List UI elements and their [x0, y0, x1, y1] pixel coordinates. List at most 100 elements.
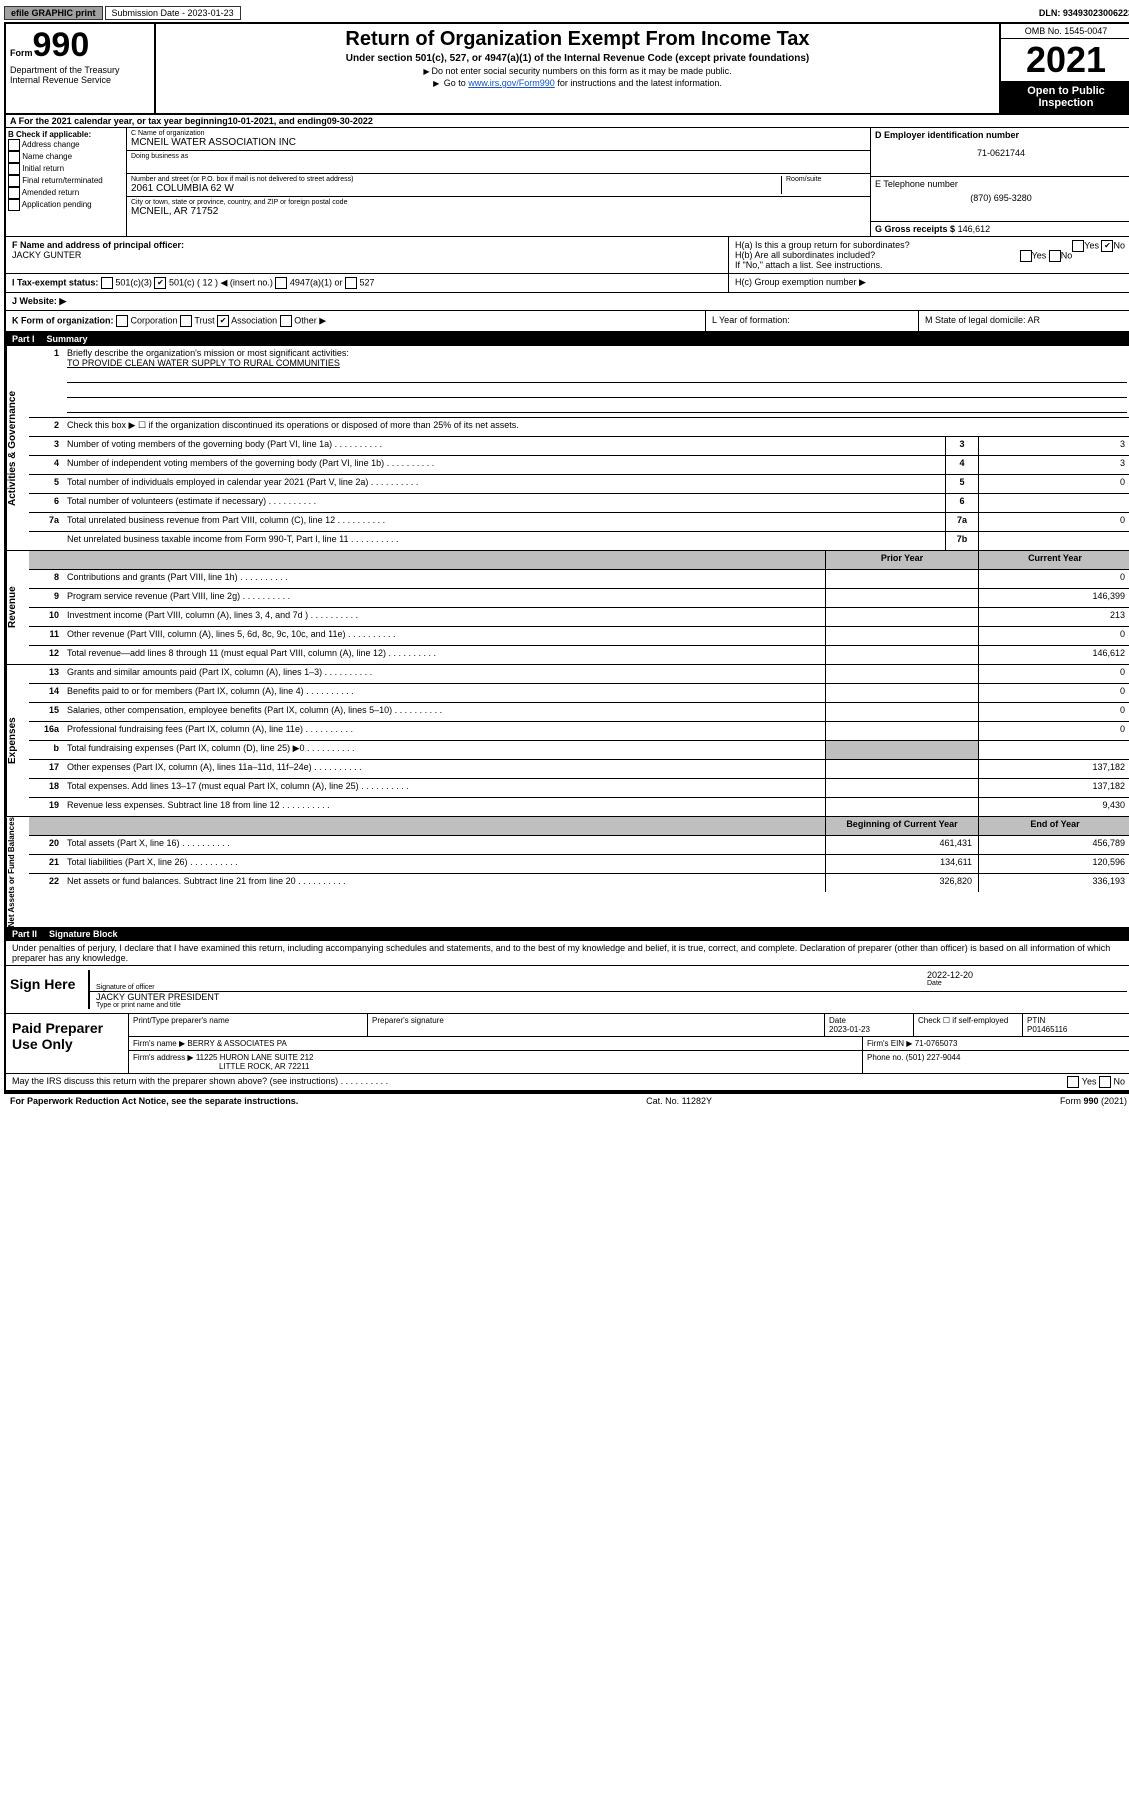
top-bar: efile GRAPHIC print Submission Date - 20…: [4, 4, 1129, 22]
ha-label: H(a) Is this a group return for subordin…: [735, 240, 910, 250]
vert-governance: Activities & Governance: [6, 346, 29, 550]
table-row: 19Revenue less expenses. Subtract line 1…: [29, 798, 1129, 816]
ptin-value: P01465116: [1027, 1025, 1067, 1034]
hc-label: H(c) Group exemption number ▶: [729, 274, 1129, 292]
firm-name: BERRY & ASSOCIATES PA: [187, 1039, 286, 1048]
form-org-label: K Form of organization:: [12, 315, 114, 325]
discuss-question: May the IRS discuss this return with the…: [12, 1076, 388, 1088]
vert-expenses: Expenses: [6, 665, 29, 816]
checkbox-initial-return[interactable]: [8, 163, 20, 175]
trust-checkbox[interactable]: [180, 315, 192, 327]
officer-typed-name: JACKY GUNTER PRESIDENT: [96, 992, 1127, 1002]
vert-net: Net Assets or Fund Balances: [6, 817, 29, 927]
sig-date: 2022-12-20: [927, 970, 1127, 980]
table-row: 20Total assets (Part X, line 16)461,4314…: [29, 836, 1129, 855]
section-b-row: B Check if applicable: Address change Na…: [6, 128, 1129, 236]
treasury-dept: Department of the Treasury: [10, 65, 150, 75]
part1-header: Part I Summary: [6, 332, 1129, 346]
irs-label: Internal Revenue Service: [10, 75, 150, 85]
address-label: Number and street (or P.O. box if mail i…: [131, 176, 781, 183]
table-row: 4Number of independent voting members of…: [29, 456, 1129, 475]
checkbox-address-change[interactable]: [8, 139, 20, 151]
tax-year-end: 09-30-2022: [327, 116, 373, 126]
hb-label: H(b) Are all subordinates included?: [735, 250, 875, 260]
begin-year-header: Beginning of Current Year: [825, 817, 978, 835]
table-row: 21Total liabilities (Part X, line 26)134…: [29, 855, 1129, 874]
efile-button[interactable]: efile GRAPHIC print: [4, 6, 103, 20]
form-subtitle: Under section 501(c), 527, or 4947(a)(1)…: [162, 53, 993, 64]
prep-date: 2023-01-23: [829, 1025, 870, 1034]
form-title: Return of Organization Exempt From Incom…: [162, 28, 993, 51]
address-value: 2061 COLUMBIA 62 W: [131, 183, 781, 194]
submission-date: Submission Date - 2023-01-23: [105, 6, 241, 20]
table-row: 13Grants and similar amounts paid (Part …: [29, 665, 1129, 684]
firm-phone: (501) 227-9044: [906, 1053, 961, 1062]
instructions-link-line: Go to www.irs.gov/Form990 for instructio…: [162, 78, 993, 88]
cat-number: Cat. No. 11282Y: [646, 1096, 712, 1106]
dba-label: Doing business as: [131, 153, 866, 160]
4947-checkbox[interactable]: [275, 277, 287, 289]
open-public-badge: Open to Public Inspection: [1001, 81, 1129, 113]
phone-label: E Telephone number: [875, 179, 1127, 189]
website-row: J Website: ▶: [6, 293, 1129, 311]
tax-year-begin: 10-01-2021: [228, 116, 274, 126]
q2-checkbox-line: Check this box ▶ ☐ if the organization d…: [63, 418, 1129, 436]
ssn-notice: Do not enter social security numbers on …: [162, 66, 993, 76]
form-frame: Form990 Department of the Treasury Inter…: [4, 22, 1129, 1094]
checkbox-final-return[interactable]: [8, 175, 20, 187]
501c-checkbox[interactable]: [154, 277, 166, 289]
table-row: 22Net assets or fund balances. Subtract …: [29, 874, 1129, 892]
vert-revenue: Revenue: [6, 551, 29, 664]
table-row: 18Total expenses. Add lines 13–17 (must …: [29, 779, 1129, 798]
assoc-checkbox[interactable]: [217, 315, 229, 327]
table-row: 15Salaries, other compensation, employee…: [29, 703, 1129, 722]
table-row: 8Contributions and grants (Part VIII, li…: [29, 570, 1129, 589]
table-row: 3Number of voting members of the governi…: [29, 437, 1129, 456]
hb-no-checkbox[interactable]: [1049, 250, 1061, 262]
officer-label: F Name and address of principal officer:: [12, 240, 722, 250]
org-name: MCNEIL WATER ASSOCIATION INC: [131, 137, 866, 148]
sign-here-label: Sign Here: [6, 966, 84, 1013]
ein-value: 71-0621744: [875, 148, 1127, 158]
self-employed-check[interactable]: Check ☐ if self-employed: [914, 1014, 1023, 1036]
omb-number: OMB No. 1545-0047: [1001, 24, 1129, 39]
dln-label: DLN: 93493023006223: [1039, 8, 1129, 18]
checkbox-name-change[interactable]: [8, 151, 20, 163]
table-row: 10Investment income (Part VIII, column (…: [29, 608, 1129, 627]
room-label: Room/suite: [786, 176, 866, 183]
perjury-declaration: Under penalties of perjury, I declare th…: [6, 941, 1129, 965]
form-number: Form990: [10, 26, 150, 65]
firm-address: 11225 HURON LANE SUITE 212: [196, 1053, 314, 1062]
year-formation: L Year of formation:: [706, 311, 919, 331]
table-row: 17Other expenses (Part IX, column (A), l…: [29, 760, 1129, 779]
501c3-checkbox[interactable]: [101, 277, 113, 289]
checkbox-amended-return[interactable]: [8, 187, 20, 199]
corp-checkbox[interactable]: [116, 315, 128, 327]
mission-value: TO PROVIDE CLEAN WATER SUPPLY TO RURAL C…: [67, 358, 1127, 368]
current-year-header: Current Year: [978, 551, 1129, 569]
ha-yes-checkbox[interactable]: [1072, 240, 1084, 252]
ha-no-checkbox[interactable]: [1101, 240, 1113, 252]
ein-label: D Employer identification number: [875, 130, 1127, 140]
mission-label: Briefly describe the organization's miss…: [67, 348, 1127, 358]
firm-ein: 71-0765073: [915, 1039, 958, 1048]
prep-name-label: Print/Type preparer's name: [129, 1014, 368, 1036]
other-checkbox[interactable]: [280, 315, 292, 327]
discuss-yes-checkbox[interactable]: [1067, 1076, 1079, 1088]
city-value: MCNEIL, AR 71752: [131, 206, 866, 217]
table-row: 12Total revenue—add lines 8 through 11 (…: [29, 646, 1129, 664]
prior-year-header: Prior Year: [825, 551, 978, 569]
tax-exempt-label: I Tax-exempt status:: [12, 277, 98, 287]
part2-header: Part II Signature Block: [6, 927, 1129, 941]
table-row: Net unrelated business taxable income fr…: [29, 532, 1129, 550]
end-year-header: End of Year: [978, 817, 1129, 835]
paid-preparer-label: Paid Preparer Use Only: [6, 1014, 129, 1073]
table-row: bTotal fundraising expenses (Part IX, co…: [29, 741, 1129, 760]
table-row: 7aTotal unrelated business revenue from …: [29, 513, 1129, 532]
prep-sig-label: Preparer's signature: [368, 1014, 825, 1036]
instructions-link[interactable]: www.irs.gov/Form990: [468, 78, 555, 88]
checkbox-application-pending[interactable]: [8, 199, 20, 211]
discuss-no-checkbox[interactable]: [1099, 1076, 1111, 1088]
hb-yes-checkbox[interactable]: [1020, 250, 1032, 262]
527-checkbox[interactable]: [345, 277, 357, 289]
